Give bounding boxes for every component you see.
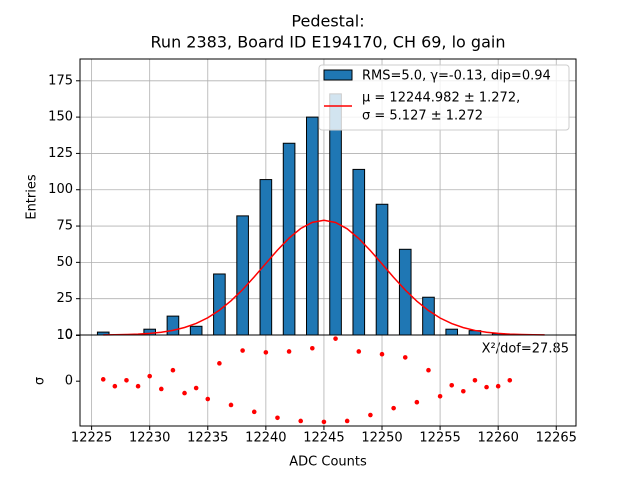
point (112, 383, 118, 389)
x-tick-label: 12250 (361, 431, 402, 446)
y-tick-label: 0 (65, 374, 73, 389)
point (275, 415, 280, 421)
point (147, 373, 152, 379)
x-tick-label: 12235 (187, 431, 228, 446)
chart-title: Pedestal: (291, 12, 364, 31)
bar (236, 215, 249, 336)
y-tick-label: 75 (56, 219, 73, 234)
point (298, 418, 304, 424)
point (124, 377, 129, 383)
point (217, 361, 222, 366)
legend-label: σ = 5.127 ± 1.272 (362, 109, 483, 124)
y-tick-label: 0 (65, 328, 73, 343)
point (251, 409, 257, 415)
chart-subtitle: Run 2383, Board ID E194170, CH 69, lo ga… (151, 33, 506, 52)
point (472, 377, 478, 383)
bar (189, 325, 203, 336)
point (240, 348, 245, 353)
x-tick-label: 12240 (245, 431, 286, 446)
annotation: X²/dof=27.85 (482, 342, 569, 357)
point (205, 396, 211, 402)
point (170, 367, 176, 373)
point (159, 386, 164, 392)
x-tick-label: 12265 (536, 431, 577, 446)
point (193, 385, 199, 391)
x-tick-label: 12245 (303, 431, 344, 446)
axes-frame (79, 334, 577, 427)
point (449, 383, 455, 388)
y-axis-label: Entries (25, 174, 40, 220)
point (368, 412, 373, 418)
y-tick-label: 175 (48, 73, 73, 88)
point (379, 351, 385, 357)
y-tick-label: 100 (48, 182, 73, 197)
y-tick-label: 10 (56, 328, 73, 343)
bar (259, 179, 273, 336)
x-tick-label: 12260 (477, 431, 518, 446)
y-tick-label: 50 (56, 255, 73, 270)
point (495, 383, 501, 389)
point (333, 336, 338, 341)
point (286, 349, 292, 354)
legend: RMS=5.0, γ=-0.13, dip=0.94 μ = 12244.982 … (318, 64, 570, 131)
bar (306, 116, 319, 336)
legend-label: μ = 12244.982 ± 1.272, (362, 91, 520, 106)
bar (213, 273, 226, 336)
point (321, 419, 327, 425)
point (100, 377, 106, 382)
point (135, 383, 141, 389)
point (437, 393, 443, 399)
y-tick-label: 25 (56, 291, 73, 306)
point (344, 418, 350, 424)
bar (398, 248, 412, 336)
point (426, 367, 431, 373)
point (461, 388, 466, 394)
point (414, 399, 420, 405)
point (263, 350, 269, 355)
bar (445, 328, 459, 336)
x-tick-label: 12230 (129, 431, 170, 446)
point (484, 384, 489, 390)
point (228, 402, 234, 408)
point (391, 405, 396, 411)
legend-box (318, 64, 570, 131)
y-tick-label: 125 (48, 146, 73, 161)
legend-swatch (323, 69, 353, 81)
y-axis-label: σ (33, 377, 48, 385)
x-tick-label: 12255 (419, 431, 460, 446)
legend-label: RMS=5.0, γ=-0.13, dip=0.94 (362, 69, 551, 84)
point (182, 390, 187, 396)
point (402, 355, 408, 360)
point (310, 345, 315, 351)
y-tick-label: 150 (48, 110, 73, 125)
point (356, 349, 362, 354)
bar (422, 296, 435, 336)
x-axis-label: ADC Counts (289, 455, 367, 470)
bar (166, 315, 180, 336)
fit-line (103, 219, 545, 336)
bar (352, 168, 366, 336)
x-tick-label: 12225 (71, 431, 112, 446)
point (507, 377, 513, 383)
